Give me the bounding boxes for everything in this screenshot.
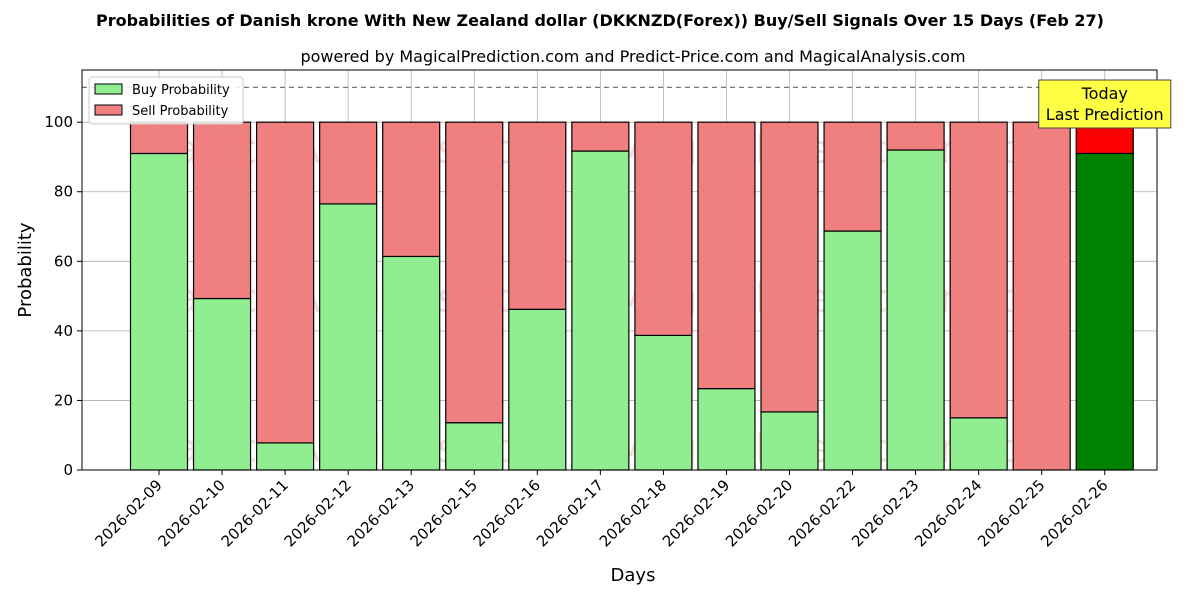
bar-sell-2026-02-20 <box>760 121 819 413</box>
x-tick-label: 2026-02-18 <box>596 476 670 550</box>
bar-buy-2026-02-23 <box>886 149 945 471</box>
bars <box>129 121 1134 471</box>
legend-box <box>88 76 244 125</box>
chart-title: Probabilities of Danish krone With New Z… <box>96 11 1104 30</box>
bar-buy-2026-02-22 <box>823 230 882 471</box>
bar-buy-2026-02-19 <box>697 388 756 471</box>
bar-buy-2026-02-20 <box>760 411 819 471</box>
plot-frame <box>81 69 1158 471</box>
x-tick-label: 2026-02-17 <box>533 476 607 550</box>
bar-buy-2026-02-15 <box>445 422 504 471</box>
bar-buy-2026-02-16 <box>508 308 567 471</box>
bar-buy-2026-02-12 <box>319 203 378 471</box>
bar-sell-2026-02-23 <box>886 121 945 151</box>
x-tick-label: 2026-02-24 <box>911 476 985 550</box>
x-tick-label: 2026-02-26 <box>1037 476 1111 550</box>
x-axis-label: Days <box>611 565 656 586</box>
bar-sell-2026-02-22 <box>823 121 882 232</box>
x-axis: 2026-02-092026-02-102026-02-112026-02-12… <box>91 470 1112 550</box>
annotation-box <box>1038 79 1172 129</box>
legend-swatch <box>94 104 123 116</box>
y-tick-label: 0 <box>63 461 73 479</box>
bar-buy-2026-02-24 <box>949 417 1008 471</box>
bar-sell-2026-02-16 <box>508 121 567 310</box>
y-tick-label: 40 <box>54 322 73 340</box>
annotation-line-2: Last Prediction <box>1046 105 1164 124</box>
bar-sell-2026-02-11 <box>256 121 315 444</box>
legend-label: Buy Probability <box>132 83 230 98</box>
x-tick-label: 2026-02-13 <box>344 476 418 550</box>
y-axis-label: Probability <box>15 222 36 317</box>
bar-sell-2026-02-25 <box>1012 121 1071 471</box>
x-tick-label: 2026-02-19 <box>659 476 733 550</box>
y-axis: 0 20 40 60 80 100 <box>44 113 82 479</box>
y-tick-label: 80 <box>54 183 73 201</box>
bar-sell-2026-02-12 <box>319 121 378 205</box>
legend: Buy Probability Sell Probability <box>88 76 244 125</box>
bar-buy-2026-02-11 <box>256 442 315 471</box>
bar-buy-2026-02-26 <box>1075 152 1134 471</box>
annotation-line-1: Today <box>1081 84 1128 103</box>
bar-sell-2026-02-10 <box>192 121 252 300</box>
x-tick-label: 2026-02-11 <box>218 476 292 550</box>
bar-sell-2026-02-19 <box>697 121 756 390</box>
x-tick-label: 2026-02-22 <box>785 476 859 550</box>
y-tick-label: 60 <box>54 252 73 270</box>
bar-buy-2026-02-09 <box>129 152 189 471</box>
bar-sell-2026-02-24 <box>949 121 1008 419</box>
bar-buy-2026-02-10 <box>192 297 252 471</box>
today-annotation: Today Last Prediction <box>1038 79 1172 129</box>
y-tick-label: 100 <box>44 113 73 131</box>
x-tick-label: 2026-02-10 <box>154 476 228 550</box>
bar-sell-2026-02-18 <box>634 121 693 336</box>
legend-swatch <box>94 83 123 95</box>
bar-sell-2026-02-15 <box>445 121 504 424</box>
x-tick-label: 2026-02-15 <box>407 476 481 550</box>
x-tick-label: 2026-02-12 <box>281 476 355 550</box>
x-tick-label: 2026-02-09 <box>91 476 165 550</box>
legend-label: Sell Probability <box>132 104 229 119</box>
x-tick-label: 2026-02-20 <box>722 476 796 550</box>
x-tick-label: 2026-02-23 <box>848 476 922 550</box>
x-tick-label: 2026-02-25 <box>974 476 1048 550</box>
bar-sell-2026-02-09 <box>129 121 189 155</box>
bar-buy-2026-02-17 <box>571 150 630 471</box>
bar-buy-2026-02-18 <box>634 334 693 471</box>
bar-sell-2026-02-13 <box>382 121 441 258</box>
x-tick-label: 2026-02-16 <box>470 476 544 550</box>
chart-subtitle: powered by MagicalPrediction.com and Pre… <box>300 47 965 66</box>
bar-buy-2026-02-13 <box>382 255 441 471</box>
y-tick-label: 20 <box>54 391 73 409</box>
bar-sell-2026-02-17 <box>571 121 630 152</box>
